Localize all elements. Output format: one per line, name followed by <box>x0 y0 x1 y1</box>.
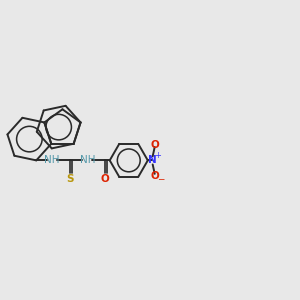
Text: O: O <box>150 171 159 181</box>
Text: O: O <box>100 173 109 184</box>
Text: NH: NH <box>80 154 95 165</box>
Text: S: S <box>66 173 74 184</box>
Text: +: + <box>154 151 161 160</box>
Text: N: N <box>148 155 157 165</box>
Text: NH: NH <box>44 154 60 165</box>
Text: O: O <box>150 140 159 150</box>
Text: −: − <box>157 174 164 183</box>
